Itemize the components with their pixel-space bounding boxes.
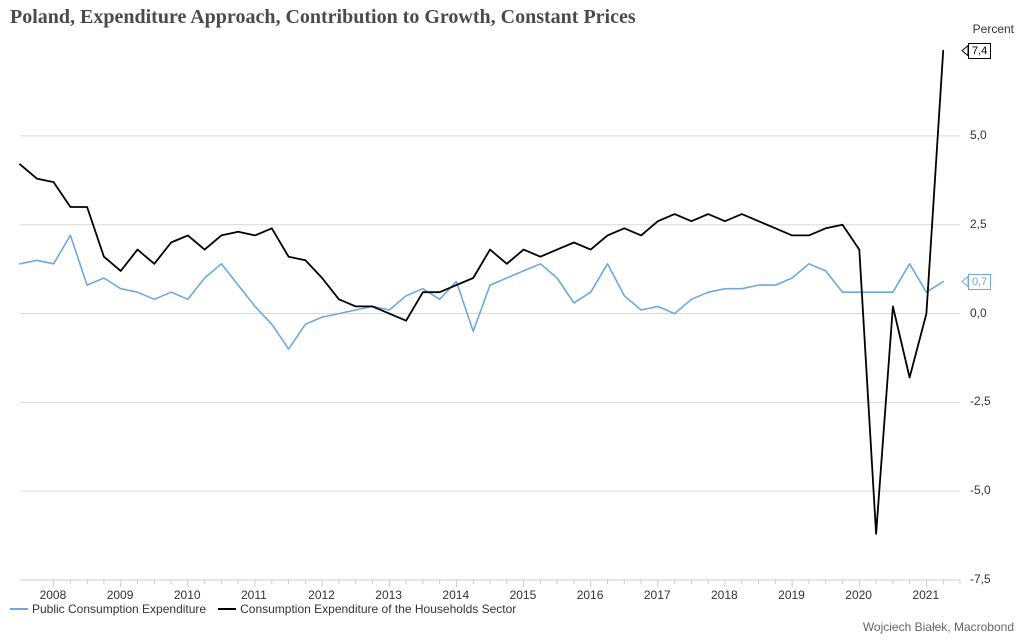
x-tick-label: 2015 [510,588,537,602]
x-tick-label: 2009 [107,588,134,602]
y-tick-label: -7,5 [970,572,991,586]
x-tick-label: 2012 [308,588,335,602]
y-tick-label: -5,0 [970,483,991,497]
x-tick-label: 2008 [40,588,67,602]
x-tick-label: 2019 [778,588,805,602]
y-tick-label: 2,5 [970,217,987,231]
y-axis-title: Percent [973,22,1014,36]
credit-text: Wojciech Białek, Macrobond [863,620,1014,634]
endpoint-value-tag: 0,7 [968,274,991,290]
x-tick-label: 2010 [174,588,201,602]
x-tick-label: 2011 [241,588,267,602]
x-tick-label: 2013 [375,588,402,602]
y-tick-label: 5,0 [970,128,987,142]
x-tick-label: 2017 [644,588,671,602]
y-tick-label: -2,5 [970,394,991,408]
x-tick-label: 2021 [912,588,939,602]
legend: Public Consumption Expenditure Consumptio… [10,602,516,616]
legend-swatch [10,608,28,610]
x-tick-label: 2018 [711,588,738,602]
x-tick-label: 2016 [577,588,604,602]
legend-item: Consumption Expenditure of the Household… [218,602,516,616]
legend-swatch [218,608,236,610]
x-tick-label: 2014 [442,588,469,602]
chart-plot [0,0,1024,640]
legend-item: Public Consumption Expenditure [10,602,206,616]
endpoint-value-tag: 7,4 [968,43,991,59]
y-tick-label: 0,0 [970,306,987,320]
legend-label: Public Consumption Expenditure [32,602,206,616]
x-tick-label: 2020 [845,588,872,602]
legend-label: Consumption Expenditure of the Household… [240,602,516,616]
